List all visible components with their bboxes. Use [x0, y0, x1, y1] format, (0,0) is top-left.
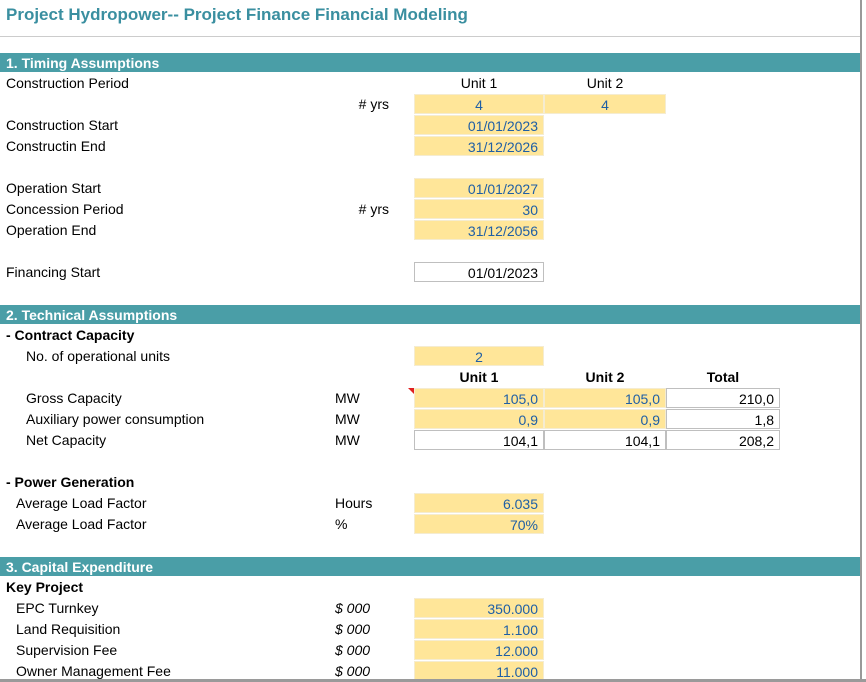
comment-marker — [408, 388, 414, 394]
input-cell[interactable]: 12.000 — [414, 640, 544, 660]
unit-label: MW — [335, 390, 360, 406]
section-header: 1. Timing Assumptions — [0, 52, 860, 72]
window-bottom — [0, 679, 866, 682]
unit-label: MW — [335, 411, 360, 427]
row-label: Gross Capacity — [26, 390, 122, 406]
calc-cell[interactable]: 01/01/2023 — [414, 262, 544, 282]
column-header: Unit 2 — [585, 369, 625, 385]
input-cell[interactable]: 105,0 — [544, 388, 666, 408]
unit-label: # yrs — [358, 96, 389, 112]
input-cell[interactable]: 4 — [414, 94, 544, 114]
input-cell[interactable]: 0,9 — [414, 409, 544, 429]
input-cell[interactable]: 11.000 — [414, 661, 544, 681]
unit-label: MW — [335, 432, 360, 448]
input-cell[interactable]: 01/01/2027 — [414, 178, 544, 198]
divider — [0, 36, 860, 37]
row-label: Owner Management Fee — [16, 663, 171, 679]
unit-label: % — [335, 516, 348, 532]
unit-label: $ 000 — [335, 600, 371, 616]
row-label: Operation Start — [6, 180, 101, 196]
input-cell[interactable]: 350.000 — [414, 598, 544, 618]
input-cell[interactable]: 0,9 — [544, 409, 666, 429]
unit-label: $ 000 — [335, 642, 371, 658]
column-header: Total — [706, 369, 740, 385]
row-label: Financing Start — [6, 264, 101, 280]
calc-cell[interactable]: 1,8 — [666, 409, 780, 429]
row-label: Constructin End — [6, 138, 106, 154]
column-header: Unit 2 — [586, 75, 624, 91]
unit-label: # yrs — [358, 201, 389, 217]
column-header: Unit 1 — [460, 75, 498, 91]
input-cell[interactable]: 1.100 — [414, 619, 544, 639]
row-label: Operation End — [6, 222, 97, 238]
row-label: No. of operational units — [26, 348, 170, 364]
sheet-title: Project Hydropower-- Project Finance Fin… — [6, 5, 468, 24]
input-cell[interactable]: 6.035 — [414, 493, 544, 513]
unit-label: $ 000 — [335, 663, 371, 679]
input-cell[interactable]: 4 — [544, 94, 666, 114]
calc-cell[interactable]: 210,0 — [666, 388, 780, 408]
row-label: Supervision Fee — [16, 642, 118, 658]
calc-cell[interactable]: 104,1 — [544, 430, 666, 450]
input-cell[interactable]: 01/01/2023 — [414, 115, 544, 135]
unit-label: Hours — [335, 495, 373, 511]
calc-cell[interactable]: 104,1 — [414, 430, 544, 450]
row-label: Average Load Factor — [16, 516, 147, 532]
row-label: Land Requisition — [16, 621, 121, 637]
unit-label: $ 000 — [335, 621, 371, 637]
row-label: Net Capacity — [26, 432, 107, 448]
input-cell[interactable]: 2 — [414, 346, 544, 366]
section-header: 3. Capital Expenditure — [0, 556, 860, 576]
window-edge — [860, 0, 862, 682]
input-cell[interactable]: 105,0 — [414, 388, 544, 408]
row-label: Average Load Factor — [16, 495, 147, 511]
calc-cell[interactable]: 208,2 — [666, 430, 780, 450]
sub-header: - Contract Capacity — [6, 327, 135, 343]
row-label: EPC Turnkey — [16, 600, 99, 616]
row-label: Auxiliary power consumption — [26, 411, 205, 427]
column-header: Unit 1 — [459, 369, 499, 385]
row-label: Construction Period — [6, 75, 129, 91]
input-cell[interactable]: 31/12/2026 — [414, 136, 544, 156]
input-cell[interactable]: 31/12/2056 — [414, 220, 544, 240]
sub-header: Key Project — [6, 579, 84, 595]
input-cell[interactable]: 70% — [414, 514, 544, 534]
section-header: 2. Technical Assumptions — [0, 304, 860, 324]
input-cell[interactable]: 30 — [414, 199, 544, 219]
row-label: Construction Start — [6, 117, 119, 133]
sub-header: - Power Generation — [6, 474, 135, 490]
row-label: Concession Period — [6, 201, 124, 217]
